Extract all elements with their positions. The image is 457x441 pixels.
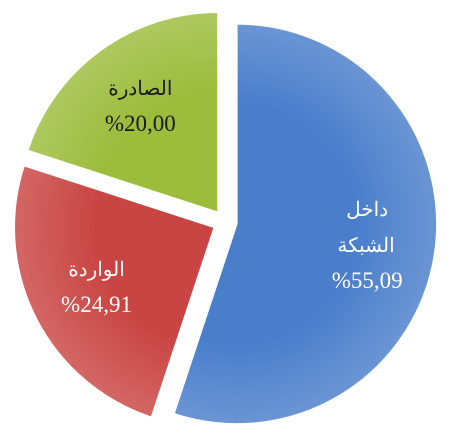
slice-label: داخل الشبكة %55,09: [322, 191, 412, 299]
category-label: الواردة: [68, 257, 125, 281]
value-label: %55,09: [331, 267, 403, 293]
slice-label: الواردة %24,91: [52, 251, 142, 323]
category-label: داخل الشبكة: [337, 196, 395, 257]
pie-slice: [13, 164, 216, 419]
value-label: %24,91: [61, 292, 132, 317]
pie-slice: [173, 23, 438, 425]
slice-label: الصادرة %20,00: [95, 70, 185, 142]
value-label: %20,00: [104, 110, 176, 136]
category-label: الصادرة: [108, 75, 173, 100]
pie-slice: [26, 11, 219, 214]
